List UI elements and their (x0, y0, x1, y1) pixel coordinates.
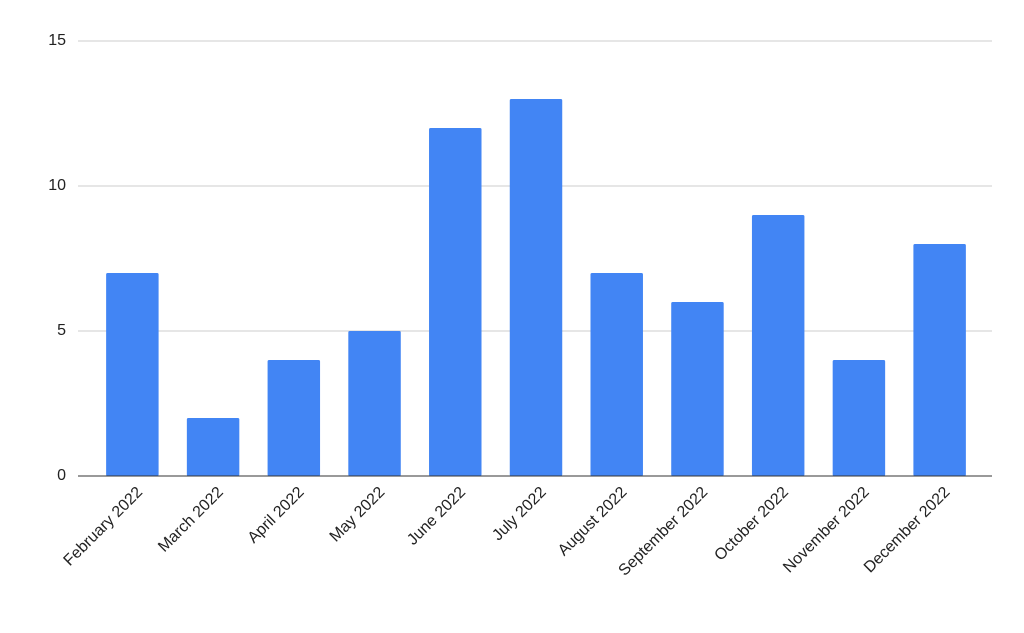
bar (106, 273, 159, 476)
x-tick-label: July 2022 (489, 484, 550, 545)
bar (590, 273, 643, 476)
x-tick-label: November 2022 (780, 484, 873, 577)
x-tick-label: March 2022 (155, 484, 227, 556)
x-tick-label: September 2022 (616, 484, 712, 580)
bar (913, 244, 966, 476)
bar (509, 99, 563, 476)
x-tick-label: October 2022 (711, 484, 792, 565)
y-tick-label: 10 (48, 177, 66, 194)
x-tick-label: August 2022 (555, 484, 631, 560)
x-tick-label: April 2022 (245, 484, 308, 547)
bar (429, 128, 482, 476)
x-tick-label: December 2022 (861, 484, 954, 577)
bar (751, 215, 805, 476)
x-tick-label: February 2022 (61, 484, 147, 570)
bar (671, 302, 724, 476)
x-tick-label: May 2022 (327, 484, 389, 546)
bar (348, 331, 401, 476)
y-tick-label: 15 (48, 32, 66, 49)
y-tick-label: 5 (57, 322, 66, 339)
bar (186, 418, 240, 476)
bar (832, 360, 886, 476)
bar (267, 360, 321, 476)
y-tick-label: 0 (57, 467, 66, 484)
x-tick-label: June 2022 (404, 484, 469, 549)
